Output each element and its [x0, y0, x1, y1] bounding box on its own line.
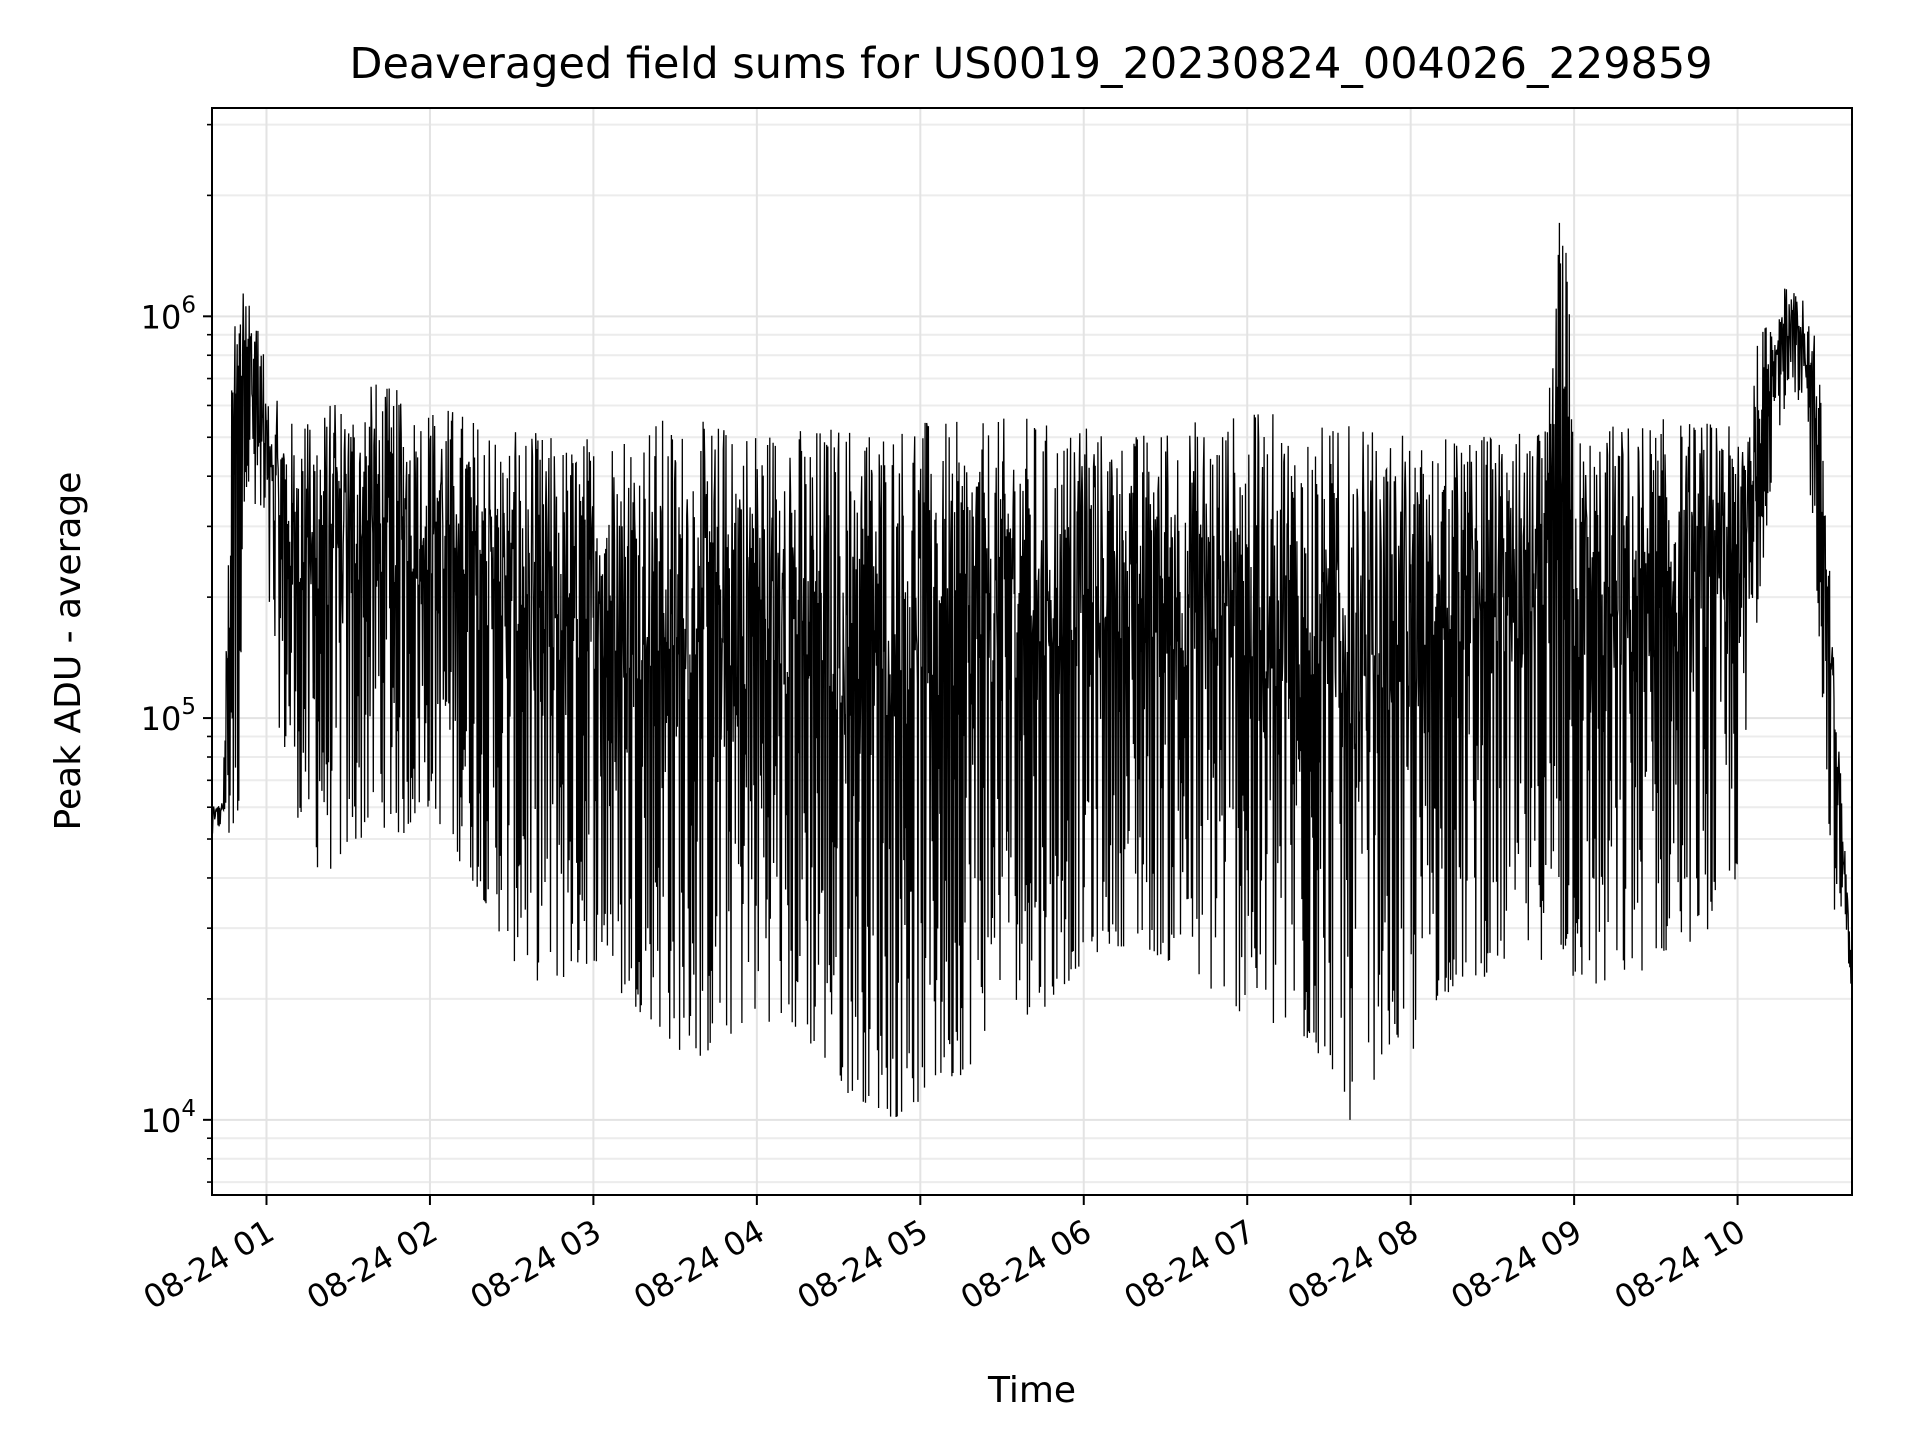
y-axis-label: Peak ADU - average — [48, 472, 89, 831]
y-axis: 104 105 106 — [141, 123, 212, 1183]
chart-title: Deaveraged field sums for US0019_2023082… — [349, 39, 1712, 89]
data-series — [211, 222, 1853, 1120]
data-line — [211, 222, 1853, 1120]
plot-frame — [211, 107, 1853, 1196]
y-tick-label: 104 — [141, 1096, 196, 1140]
y-tick-label: 105 — [141, 694, 196, 738]
x-axis-label: Time — [987, 1370, 1076, 1411]
y-tick-label: 106 — [141, 292, 196, 336]
